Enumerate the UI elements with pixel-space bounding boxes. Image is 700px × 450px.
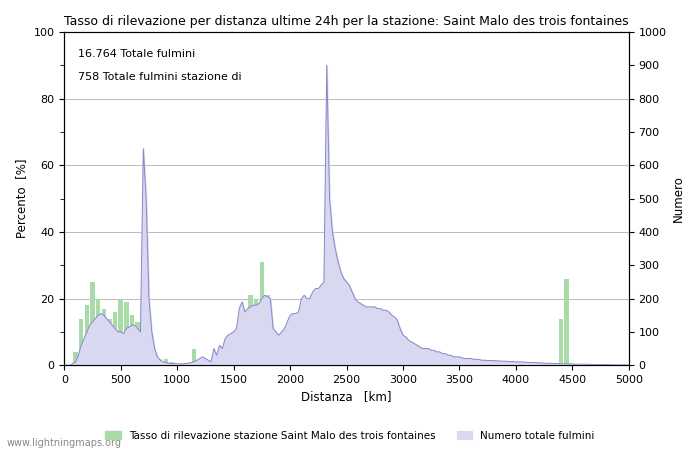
Bar: [350, 349, 354, 365]
Bar: [440, 362, 444, 365]
Text: 758 Totale fulmini stazione di: 758 Totale fulmini stazione di: [78, 72, 242, 82]
X-axis label: Distanza   [km]: Distanza [km]: [301, 391, 392, 404]
Text: 16.764 Totale fulmini: 16.764 Totale fulmini: [78, 49, 195, 58]
Bar: [339, 345, 343, 365]
Bar: [265, 295, 270, 365]
Bar: [248, 295, 253, 365]
Bar: [118, 298, 123, 365]
Bar: [293, 338, 298, 365]
Legend: Tasso di rilevazione stazione Saint Malo des trois fontaines, Numero totale fulm: Tasso di rilevazione stazione Saint Malo…: [101, 427, 599, 445]
Bar: [254, 298, 258, 365]
Bar: [79, 319, 83, 365]
Bar: [164, 359, 168, 365]
Bar: [124, 302, 129, 365]
Bar: [147, 335, 151, 365]
Bar: [328, 338, 332, 365]
Bar: [435, 359, 439, 365]
Bar: [395, 359, 400, 365]
Bar: [209, 362, 214, 365]
Bar: [367, 355, 371, 365]
Bar: [344, 342, 349, 365]
Bar: [389, 355, 394, 365]
Bar: [153, 352, 157, 365]
Bar: [564, 279, 569, 365]
Bar: [406, 359, 411, 365]
Bar: [260, 262, 264, 365]
Bar: [310, 295, 315, 365]
Bar: [378, 355, 383, 365]
Bar: [400, 359, 405, 365]
Bar: [271, 338, 275, 365]
Y-axis label: Percento  [%]: Percento [%]: [15, 159, 28, 238]
Bar: [333, 342, 337, 365]
Title: Tasso di rilevazione per distanza ultime 24h per la stazione: Saint Malo des tro: Tasso di rilevazione per distanza ultime…: [64, 15, 629, 28]
Bar: [372, 352, 377, 365]
Bar: [96, 298, 100, 365]
Bar: [429, 359, 433, 365]
Bar: [276, 342, 281, 365]
Bar: [107, 319, 112, 365]
Bar: [412, 359, 416, 365]
Bar: [232, 342, 236, 365]
Y-axis label: Numero: Numero: [672, 175, 685, 222]
Bar: [474, 362, 479, 365]
Bar: [384, 355, 388, 365]
Bar: [457, 362, 461, 365]
Bar: [559, 319, 564, 365]
Bar: [282, 342, 287, 365]
Bar: [480, 362, 484, 365]
Bar: [316, 295, 321, 365]
Bar: [243, 312, 247, 365]
Bar: [418, 359, 422, 365]
Bar: [85, 305, 89, 365]
Bar: [192, 349, 197, 365]
Bar: [141, 295, 146, 365]
Bar: [203, 359, 208, 365]
Bar: [113, 312, 118, 365]
Bar: [288, 342, 293, 365]
Bar: [135, 322, 140, 365]
Bar: [74, 352, 78, 365]
Bar: [225, 352, 230, 365]
Bar: [463, 362, 468, 365]
Bar: [424, 359, 428, 365]
Bar: [322, 342, 326, 365]
Bar: [446, 362, 450, 365]
Bar: [468, 362, 473, 365]
Bar: [90, 282, 94, 365]
Bar: [299, 335, 304, 365]
Bar: [102, 309, 106, 365]
Bar: [130, 315, 134, 365]
Bar: [361, 352, 365, 365]
Bar: [356, 352, 360, 365]
Bar: [169, 362, 174, 365]
Bar: [304, 349, 309, 365]
Text: www.lightningmaps.org: www.lightningmaps.org: [7, 438, 122, 448]
Bar: [452, 362, 456, 365]
Bar: [237, 338, 241, 365]
Bar: [158, 359, 162, 365]
